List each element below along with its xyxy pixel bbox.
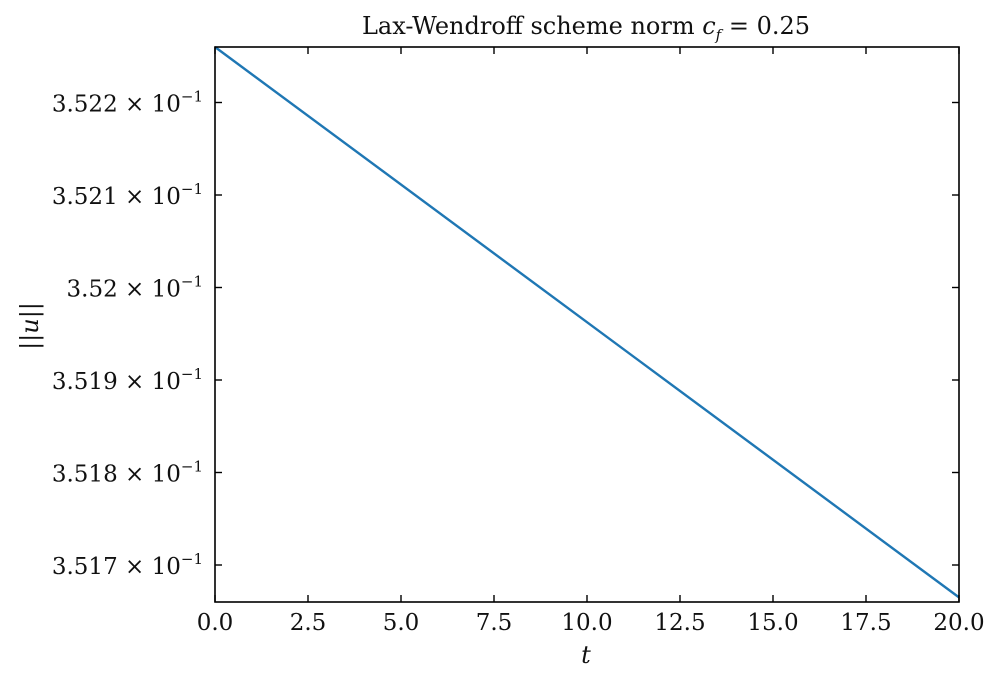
y-tick-label-2: 3.52 × 10−1 [67, 273, 204, 303]
svg-text:Lax-Wendroff scheme norm cf =: Lax-Wendroff scheme norm cf = 0.25 [362, 12, 810, 44]
chart-title-var: c [702, 12, 715, 40]
x-tick-label-6: 15.0 [747, 610, 798, 636]
chart-title-prefix: Lax-Wendroff scheme norm [362, 12, 702, 40]
plot-area [214, 46, 960, 603]
chart-title: Lax-Wendroff scheme norm cf = 0.25 [362, 12, 810, 44]
x-tick-label-1: 2.5 [290, 610, 327, 636]
x-axis: 0.0 2.5 5.0 7.5 10.0 12.5 15.0 17.5 20.0 [197, 47, 985, 636]
x-tick-label-8: 20.0 [933, 610, 984, 636]
y-tick-label-1: 3.521 × 10−1 [52, 180, 203, 210]
y-tick-label-4: 3.518 × 10−1 [52, 458, 203, 488]
x-tick-label-7: 17.5 [840, 610, 891, 636]
x-tick-label-5: 12.5 [654, 610, 705, 636]
y-axis-label: ||u|| [16, 302, 45, 350]
chart-title-suffix: = 0.25 [721, 12, 810, 40]
y-tick-label-3: 3.519 × 10−1 [52, 365, 203, 395]
x-tick-label-4: 10.0 [561, 610, 612, 636]
y-tick-label-0: 3.522 × 10−1 [52, 88, 203, 118]
chart-title-var-sub: f [715, 26, 724, 44]
y-tick-label-5: 3.517 × 10−1 [52, 550, 203, 580]
series-line-0 [214, 46, 960, 599]
x-tick-label-2: 5.0 [383, 610, 420, 636]
x-tick-label-0: 0.0 [197, 610, 234, 636]
x-axis-label: t [581, 641, 591, 669]
x-tick-label-3: 7.5 [476, 610, 513, 636]
y-axis: 3.522 × 10−1 3.521 × 10−1 3.52 × 10−1 3.519… [52, 88, 959, 580]
